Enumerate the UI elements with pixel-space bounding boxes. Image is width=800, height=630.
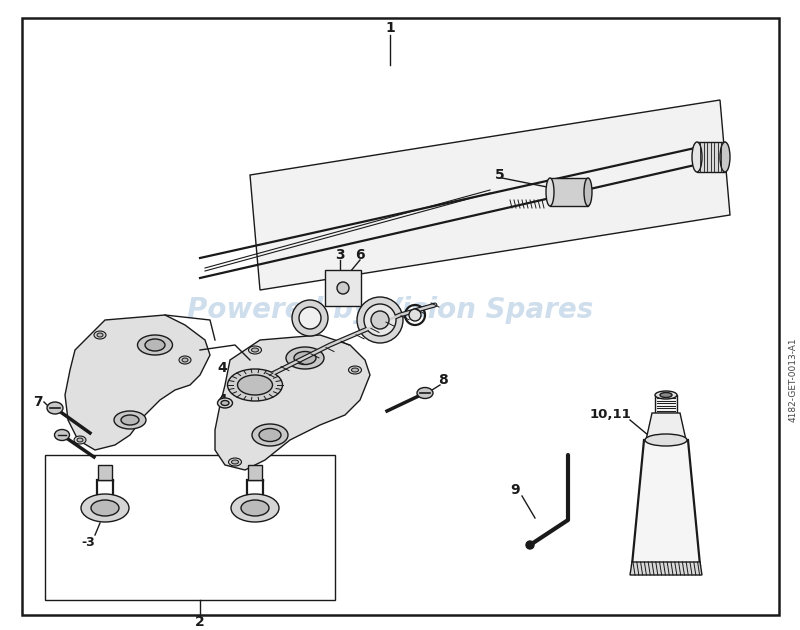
Ellipse shape xyxy=(720,142,730,172)
Ellipse shape xyxy=(91,500,119,516)
Ellipse shape xyxy=(54,430,70,440)
Polygon shape xyxy=(65,315,210,450)
Ellipse shape xyxy=(94,331,106,339)
Ellipse shape xyxy=(252,424,288,446)
Ellipse shape xyxy=(227,369,282,401)
Ellipse shape xyxy=(218,398,233,408)
Ellipse shape xyxy=(357,297,403,343)
Ellipse shape xyxy=(692,142,702,172)
Ellipse shape xyxy=(182,358,188,362)
Ellipse shape xyxy=(584,178,592,206)
Ellipse shape xyxy=(655,391,677,399)
Polygon shape xyxy=(215,335,370,470)
Ellipse shape xyxy=(259,428,281,442)
Ellipse shape xyxy=(97,333,103,337)
Text: 9: 9 xyxy=(510,483,520,497)
Ellipse shape xyxy=(349,366,362,374)
Ellipse shape xyxy=(251,348,258,352)
Ellipse shape xyxy=(371,311,389,329)
Bar xyxy=(550,178,588,206)
Bar xyxy=(248,465,262,480)
Ellipse shape xyxy=(231,494,279,522)
Text: 3: 3 xyxy=(335,248,345,262)
Ellipse shape xyxy=(294,352,316,365)
Polygon shape xyxy=(630,562,702,575)
Bar xyxy=(325,270,361,306)
Ellipse shape xyxy=(121,415,139,425)
Ellipse shape xyxy=(229,458,242,466)
Ellipse shape xyxy=(526,541,534,549)
Polygon shape xyxy=(646,413,686,440)
Text: 1: 1 xyxy=(385,21,395,35)
Ellipse shape xyxy=(81,494,129,522)
Ellipse shape xyxy=(351,368,358,372)
Ellipse shape xyxy=(114,411,146,429)
Ellipse shape xyxy=(145,339,165,351)
Ellipse shape xyxy=(47,402,63,414)
Bar xyxy=(45,455,335,600)
Text: 10,11: 10,11 xyxy=(589,408,631,421)
Text: 6: 6 xyxy=(355,248,365,262)
Ellipse shape xyxy=(337,282,349,294)
Ellipse shape xyxy=(299,307,321,329)
Ellipse shape xyxy=(645,434,687,446)
Text: Powered by Vision Spares: Powered by Vision Spares xyxy=(187,296,593,324)
Ellipse shape xyxy=(74,436,86,444)
Ellipse shape xyxy=(231,460,238,464)
Ellipse shape xyxy=(364,304,396,336)
Text: 4: 4 xyxy=(217,393,227,407)
Ellipse shape xyxy=(138,335,173,355)
Ellipse shape xyxy=(286,347,324,369)
Text: 5: 5 xyxy=(495,168,505,182)
Bar xyxy=(697,142,725,172)
Text: 2: 2 xyxy=(195,615,205,629)
Polygon shape xyxy=(250,100,730,290)
Ellipse shape xyxy=(409,309,421,321)
Ellipse shape xyxy=(241,500,269,516)
Ellipse shape xyxy=(249,346,262,354)
Text: 8: 8 xyxy=(438,373,448,387)
Ellipse shape xyxy=(546,178,554,206)
Text: -3: -3 xyxy=(81,536,95,549)
Ellipse shape xyxy=(660,392,672,398)
Ellipse shape xyxy=(238,375,273,395)
Polygon shape xyxy=(632,440,700,565)
Ellipse shape xyxy=(77,438,83,442)
Text: 4182-GET-0013-A1: 4182-GET-0013-A1 xyxy=(789,338,798,422)
Ellipse shape xyxy=(417,387,433,399)
Ellipse shape xyxy=(292,300,328,336)
Bar xyxy=(98,465,112,480)
Ellipse shape xyxy=(221,401,229,406)
Text: 7: 7 xyxy=(33,395,43,409)
Ellipse shape xyxy=(179,356,191,364)
Bar xyxy=(655,395,677,413)
Text: 4: 4 xyxy=(217,361,227,375)
